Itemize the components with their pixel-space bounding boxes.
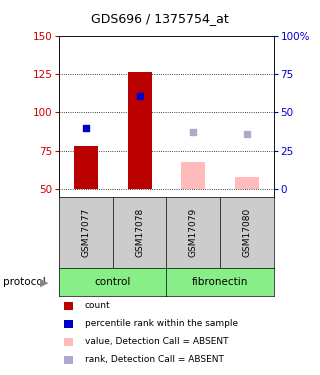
Bar xyxy=(74,146,98,189)
Text: GSM17078: GSM17078 xyxy=(135,208,144,257)
Text: percentile rank within the sample: percentile rank within the sample xyxy=(85,319,238,328)
Text: count: count xyxy=(85,301,110,310)
Text: GDS696 / 1375754_at: GDS696 / 1375754_at xyxy=(91,12,229,25)
Text: GSM17077: GSM17077 xyxy=(82,208,91,257)
Bar xyxy=(128,72,152,189)
Text: GSM17080: GSM17080 xyxy=(242,208,251,257)
Text: protocol: protocol xyxy=(3,277,46,287)
Point xyxy=(137,93,142,99)
Point xyxy=(191,129,196,135)
Point xyxy=(84,125,89,131)
Text: value, Detection Call = ABSENT: value, Detection Call = ABSENT xyxy=(85,337,228,346)
Text: rank, Detection Call = ABSENT: rank, Detection Call = ABSENT xyxy=(85,355,224,364)
Point xyxy=(244,131,249,137)
Bar xyxy=(181,162,205,189)
Bar xyxy=(235,177,259,189)
Text: GSM17079: GSM17079 xyxy=(189,208,198,257)
Text: control: control xyxy=(95,277,131,287)
Text: ▶: ▶ xyxy=(40,277,49,287)
Text: fibronectin: fibronectin xyxy=(192,277,248,287)
